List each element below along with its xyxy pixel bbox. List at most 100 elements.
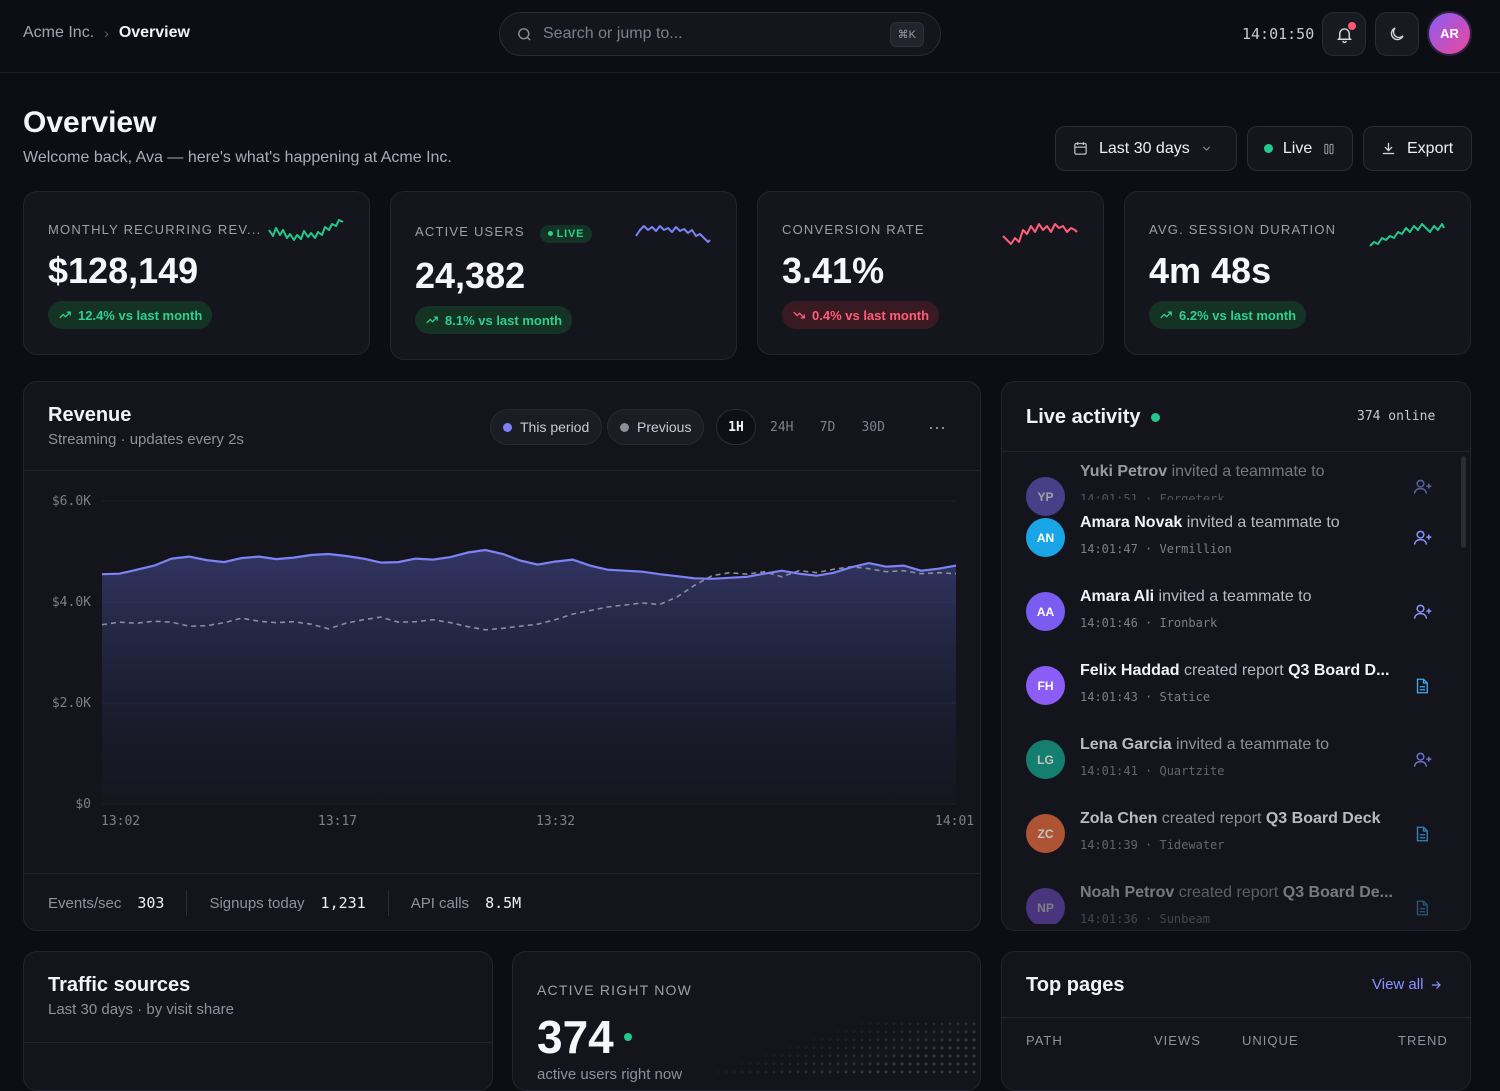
activity-text: Lena Garcia invited a teammate to — [1080, 736, 1330, 753]
decor-dot — [956, 1022, 960, 1026]
activity-text: Amara Ali invited a teammate to — [1080, 588, 1312, 605]
decor-dot — [780, 1054, 784, 1058]
active-now-value: 374 — [537, 1011, 614, 1063]
range-tab-30d[interactable]: 30D — [861, 419, 885, 435]
activity-item[interactable]: AN Amara Novak invited a teammate to 14:0… — [1026, 514, 1446, 574]
chevron-down-icon — [1202, 146, 1210, 151]
column-header-unique[interactable]: UNIQUE — [1242, 1033, 1299, 1048]
export-label: Export — [1407, 139, 1454, 157]
activity-target: Q3 Board De... — [1282, 884, 1393, 901]
kpi-card-conversion[interactable]: CONVERSION RATE 3.41% 0.4% vs last month — [757, 191, 1104, 355]
range-tab-24h[interactable]: 24H — [770, 419, 794, 435]
decor-dot — [772, 1062, 776, 1066]
kpi-card-active-users[interactable]: ACTIVE USERS LIVE 24,382 8.1% vs last mo… — [390, 191, 737, 360]
range-tab-7d[interactable]: 7D — [819, 419, 836, 435]
decor-dot — [940, 1030, 944, 1034]
breadcrumb-org[interactable]: Acme Inc. — [23, 24, 95, 41]
legend-current[interactable]: This period — [490, 409, 603, 445]
x-tick-label: 14:01 — [935, 814, 974, 829]
decor-dot — [892, 1054, 896, 1058]
view-all-label: View all — [1372, 976, 1424, 993]
decor-dot — [724, 1070, 728, 1074]
x-tick-label: 13:02 — [101, 814, 140, 829]
export-button[interactable]: Export — [1363, 126, 1472, 171]
search-box[interactable]: Search or jump to... ⌘K — [499, 12, 941, 56]
document-icon — [1413, 676, 1431, 701]
scrollbar-thumb[interactable] — [1461, 456, 1466, 548]
theme-toggle-button[interactable] — [1375, 12, 1419, 56]
decor-dot — [796, 1046, 800, 1050]
breadcrumb-current: Overview — [118, 24, 190, 41]
decor-dot — [788, 1070, 792, 1074]
chevron-right-icon: › — [104, 25, 109, 41]
legend-current-label: This period — [520, 419, 590, 435]
decor-dot — [828, 1062, 832, 1066]
column-header-path[interactable]: PATH — [1026, 1033, 1063, 1048]
activity-item[interactable]: LG Lena Garcia invited a teammate to 14:0… — [1026, 736, 1446, 796]
live-toggle-button[interactable]: Live — [1247, 126, 1353, 171]
decor-dot — [820, 1062, 824, 1066]
search-placeholder[interactable]: Search or jump to... — [543, 25, 683, 42]
decor-dot — [820, 1038, 824, 1042]
y-tick-label: $2.0K — [52, 696, 91, 711]
decor-dot — [748, 1062, 752, 1066]
activity-item[interactable]: NP Noah Petrov created report Q3 Board De… — [1026, 884, 1446, 924]
decor-dot — [908, 1046, 912, 1050]
decor-dot — [860, 1030, 864, 1034]
decor-dot — [860, 1046, 864, 1050]
column-header-trend[interactable]: TREND — [1398, 1033, 1448, 1048]
decor-dot — [884, 1070, 888, 1074]
date-range-button[interactable]: Last 30 days — [1055, 126, 1237, 171]
legend-previous[interactable]: Previous — [607, 409, 705, 445]
decor-dot — [876, 1030, 880, 1034]
live-dot — [1264, 144, 1273, 153]
kpi-label: CONVERSION RATE — [782, 222, 925, 237]
decor-dot — [860, 1022, 864, 1026]
activity-item[interactable]: FH Felix Haddad created report Q3 Board D… — [1026, 662, 1446, 722]
view-all-link[interactable]: View all — [1372, 976, 1443, 993]
decor-dot — [964, 1030, 968, 1034]
notifications-button[interactable] — [1322, 12, 1366, 56]
decor-dot — [940, 1046, 944, 1050]
decor-dot — [860, 1054, 864, 1058]
decor-dot — [868, 1038, 872, 1042]
range-tab-1h[interactable]: 1H — [716, 409, 756, 445]
kpi-label-row: ACTIVE USERS LIVE — [415, 224, 593, 243]
activity-meta: 14:01:36 · Sunbeam — [1080, 912, 1211, 924]
line-current — [101, 548, 957, 580]
decor-dot — [812, 1062, 816, 1066]
activity-item[interactable]: AA Amara Ali invited a teammate to 14:01:… — [1026, 588, 1446, 648]
decor-dot — [804, 1038, 808, 1042]
pause-icon — [1324, 143, 1334, 154]
decor-dot — [884, 1022, 888, 1026]
decor-dot — [708, 1070, 712, 1074]
activity-item[interactable]: ZC Zola Chen created report Q3 Board Deck… — [1026, 810, 1446, 870]
decor-dot — [804, 1054, 808, 1058]
kpi-label: MONTHLY RECURRING REV... — [48, 222, 262, 237]
decor-dot — [892, 1070, 896, 1074]
column-header-views[interactable]: VIEWS — [1154, 1033, 1201, 1048]
x-tick-label: 13:17 — [318, 814, 357, 829]
decor-dot — [972, 1054, 976, 1058]
decor-dot — [940, 1070, 944, 1074]
activity-item[interactable]: YP Yuki Petrov invited a teammate to 14:0… — [1026, 463, 1446, 523]
activity-panel — [1001, 381, 1471, 931]
decor-dot — [964, 1022, 968, 1026]
stat-label: API calls — [410, 894, 470, 912]
decor-dot — [700, 1070, 704, 1074]
kpi-card-session[interactable]: AVG. SESSION DURATION 4m 48s 6.2% vs las… — [1124, 191, 1471, 355]
user-avatar[interactable]: AR — [1427, 11, 1472, 56]
stat-label: Events/sec — [48, 894, 122, 912]
decor-dot — [908, 1070, 912, 1074]
decor-dot — [868, 1030, 872, 1034]
decor-dot — [900, 1062, 904, 1066]
more-options-icon[interactable]: ··· — [928, 416, 946, 437]
decor-dot — [932, 1054, 936, 1058]
kpi-card-mrr[interactable]: MONTHLY RECURRING REV... $128,149 12.4% … — [23, 191, 370, 355]
decor-dot — [876, 1062, 880, 1066]
decor-dot — [812, 1038, 816, 1042]
decor-dot — [948, 1022, 952, 1026]
decor-dot — [844, 1030, 848, 1034]
bell-icon — [1336, 27, 1352, 43]
decor-dot — [924, 1022, 928, 1026]
